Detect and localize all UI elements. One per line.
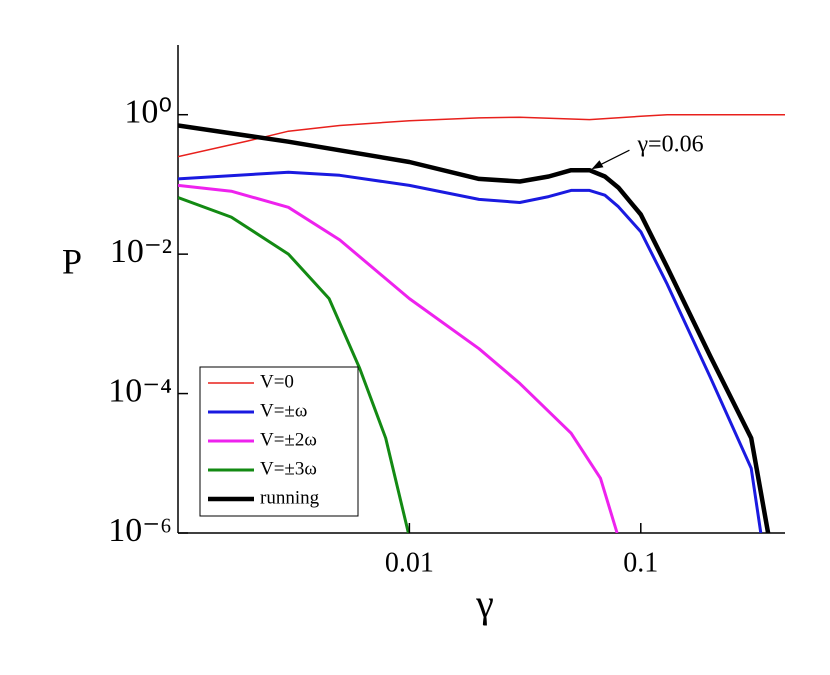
series-line <box>178 183 619 533</box>
annotation: γ=0.06 <box>636 132 703 158</box>
x-tick-label: 0.1 <box>623 547 658 578</box>
y-axis-label: P <box>62 241 82 281</box>
y-tick-label: 10⁻⁴ <box>108 372 172 409</box>
x-tick-label: 0.01 <box>385 547 434 578</box>
series-line <box>178 170 763 533</box>
legend: V=0 V=±ω V=±2ω V=±3ω running <box>199 366 359 517</box>
series-line <box>178 123 771 533</box>
legend-label: V=±2ω <box>260 429 317 450</box>
y-tick-label: 10⁰ <box>124 94 172 131</box>
annotation-arrowhead <box>591 160 604 170</box>
y-tick-label: 10⁻⁶ <box>108 512 172 549</box>
legend-label: running <box>260 487 320 508</box>
y-tick-label: 10⁻² <box>110 233 172 270</box>
series-line <box>178 113 785 158</box>
plot-area <box>178 113 785 533</box>
series-line <box>178 196 410 533</box>
legend-label: V=0 <box>260 371 294 392</box>
x-axis-label: γ <box>475 581 494 626</box>
legend-label: V=±ω <box>260 400 307 421</box>
legend-label: V=±3ω <box>260 458 317 479</box>
